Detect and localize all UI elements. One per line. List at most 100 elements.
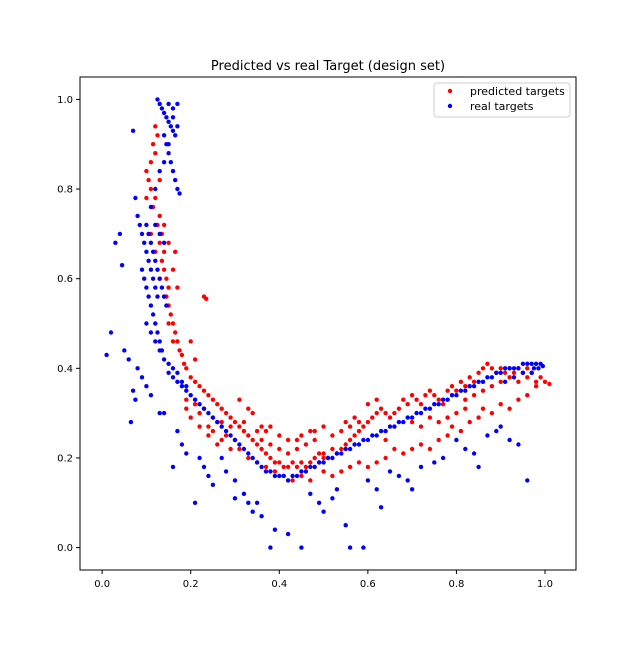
data-point [445,433,450,438]
data-point [181,361,187,366]
data-point [159,258,165,263]
data-point [516,397,521,402]
data-point [502,379,508,384]
data-point [268,455,273,461]
data-point [175,339,180,344]
legend-box [433,82,571,118]
data-point [330,455,335,461]
data-point [237,442,242,447]
data-point [330,496,335,501]
data-point [489,384,495,389]
data-point [374,460,379,465]
data-point [445,415,450,420]
data-point [157,213,162,219]
data-point [285,531,291,537]
data-point [130,388,136,393]
data-point [215,419,220,425]
data-point [308,460,313,465]
data-point [536,366,541,371]
data-point [153,151,158,156]
y-tick-label: 0.6 [57,274,73,285]
data-point [150,276,156,281]
series-predicted-targets [144,124,552,483]
data-point [347,424,353,429]
data-point [308,464,313,470]
data-point [427,446,433,452]
data-point [206,433,211,438]
data-point [223,469,229,474]
data-point [531,366,537,371]
data-point [197,384,202,389]
data-point [272,527,278,532]
data-point [511,375,517,380]
data-point [192,357,198,362]
data-point [179,352,185,358]
data-point [409,446,415,452]
data-point [299,545,304,550]
data-point [139,231,145,237]
data-point [104,352,109,358]
data-point [210,428,216,434]
data-point [285,451,291,456]
data-point [339,428,344,434]
data-point [250,437,255,443]
data-point [467,419,472,425]
data-point [547,381,552,387]
data-point [383,410,388,416]
data-point [204,296,209,301]
data-point [241,491,247,496]
data-point [316,460,322,465]
data-point [427,415,433,420]
data-point [246,455,251,461]
data-point [175,379,180,384]
data-point [108,330,114,335]
data-point [192,402,198,407]
x-tick-label: 1.0 [537,579,553,590]
data-point [175,285,180,290]
data-point [507,437,512,443]
data-point [392,424,397,429]
data-point [170,128,176,133]
data-point [159,106,165,111]
x-tick-label: 0.0 [94,579,110,590]
data-point [299,433,304,438]
data-point [476,370,481,375]
data-point [153,321,158,326]
data-point [436,397,441,402]
data-point [192,500,198,505]
data-point [192,397,198,402]
data-point [383,437,388,443]
x-tick-label: 0.6 [360,579,376,590]
data-point [188,339,193,344]
data-point [347,545,353,550]
data-point [153,124,158,129]
data-point [188,415,193,420]
data-point [254,500,260,505]
data-point [418,442,424,447]
data-point [409,393,415,398]
data-point [449,424,455,429]
data-point [299,473,304,479]
data-point [135,213,140,219]
data-point [170,375,176,380]
data-point [339,469,344,474]
data-point [173,177,178,183]
data-point [392,410,397,416]
x-axis: 0.0 0.2 0.4 0.6 0.8 1.0 [94,570,553,590]
data-point [316,500,322,505]
data-point [436,402,441,407]
data-point [387,424,393,429]
data-point [516,379,521,384]
data-point [164,303,169,308]
data-point [272,460,278,465]
data-point [166,321,171,326]
series-real-targets [104,97,545,550]
data-point [378,428,384,434]
data-point [476,379,481,384]
data-point [463,384,468,389]
data-point [427,406,433,411]
data-point [170,464,176,470]
data-point [312,455,317,461]
data-point [161,410,167,416]
data-point [356,442,362,447]
